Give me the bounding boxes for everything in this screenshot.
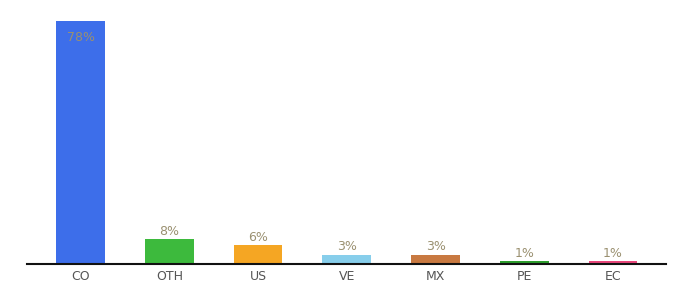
Text: 6%: 6% bbox=[248, 231, 268, 244]
Text: 3%: 3% bbox=[426, 240, 445, 254]
Bar bbox=[56, 21, 105, 264]
Text: 8%: 8% bbox=[159, 225, 180, 238]
Bar bbox=[589, 261, 637, 264]
Bar bbox=[322, 255, 371, 264]
Bar bbox=[411, 255, 460, 264]
Text: 3%: 3% bbox=[337, 240, 357, 254]
Text: 1%: 1% bbox=[603, 247, 623, 260]
Text: 1%: 1% bbox=[514, 247, 534, 260]
Bar bbox=[145, 239, 194, 264]
Bar bbox=[234, 245, 282, 264]
Text: 78%: 78% bbox=[67, 31, 95, 44]
Bar bbox=[500, 261, 549, 264]
